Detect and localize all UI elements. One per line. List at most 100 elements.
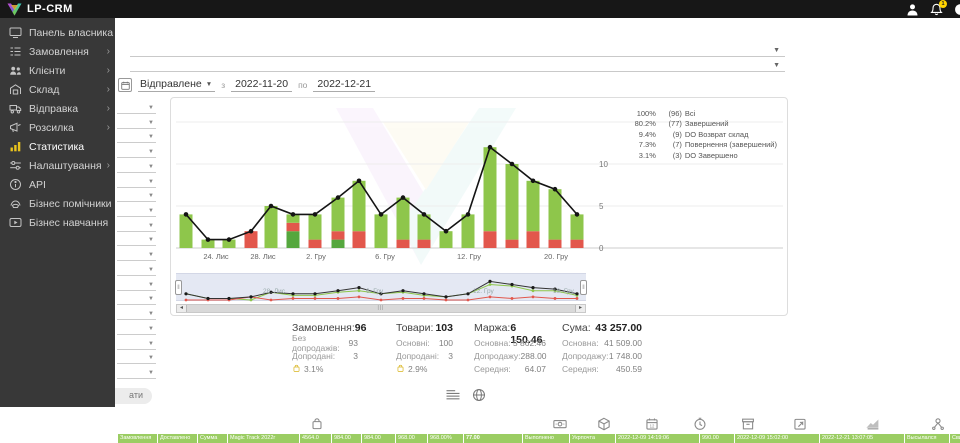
- sidebar-item-10[interactable]: Бізнес помічники: [0, 194, 115, 213]
- calendar-icon[interactable]: 12: [645, 417, 659, 431]
- sidebar-item-7[interactable]: Статистика: [0, 137, 115, 156]
- side-filter-select-17[interactable]: ▼: [117, 336, 156, 350]
- money-icon[interactable]: [553, 417, 567, 431]
- side-filter-select-8[interactable]: ▼: [117, 203, 156, 218]
- side-filter-select-16[interactable]: ▼: [117, 321, 156, 335]
- user-icon[interactable]: [906, 3, 919, 16]
- side-filter-select-5[interactable]: ▼: [117, 159, 156, 173]
- chevron-down-icon: ▼: [148, 369, 154, 376]
- sidebar-item-11[interactable]: Бізнес навчання: [0, 213, 115, 232]
- order-row-cell: 968.00%: [428, 434, 464, 443]
- range-handle-right[interactable]: ‖: [580, 280, 587, 295]
- sidebar-item-8[interactable]: Налаштування ›: [0, 156, 115, 175]
- orders-table-row[interactable]: Замовлення Доставлено Сумма Magic Track 202…: [118, 434, 960, 443]
- chevron-right-icon: ›: [106, 102, 110, 114]
- sidebar-item-label: Замовлення: [29, 45, 89, 58]
- notifications-bell-icon[interactable]: 1: [930, 0, 947, 16]
- sidebar-item-label: API: [29, 178, 46, 191]
- range-handle-left[interactable]: ‖: [175, 280, 182, 295]
- topbar-actions: 1: [906, 0, 960, 18]
- side-filter-select-6[interactable]: ▼: [117, 174, 156, 188]
- chevron-right-icon: ›: [106, 45, 110, 57]
- filter-select-1[interactable]: ▼: [130, 43, 785, 57]
- svg-text:10: 10: [599, 160, 608, 169]
- stat-sub-row: Допродані: 3: [396, 350, 453, 361]
- side-filter-select-9[interactable]: ▼: [117, 218, 156, 232]
- legend-row-1[interactable]: 100% (96) Всі: [636, 108, 696, 118]
- orders-status-chart[interactable]: 10 5 0 24. Лис 28. Лис 2. Гру 6. Гру 12. Гру 20.…: [171, 98, 788, 266]
- topbar: LP-CRM 1: [0, 0, 960, 18]
- legend-row-5[interactable]: 3.1% (3) DO Завершено: [638, 150, 738, 160]
- sidebar-item-6[interactable]: Розсилка ›: [0, 118, 115, 137]
- stat-column-4: Сума: 43 257.00 Основна: 41 509.00 Допродажу…: [562, 322, 642, 375]
- globe-icon[interactable]: [472, 388, 488, 402]
- calendar-button[interactable]: [118, 78, 132, 92]
- filter-select-2[interactable]: ▼: [130, 58, 785, 72]
- side-filter-select-18[interactable]: ▼: [117, 350, 156, 365]
- sidebar-item-label: Статистика: [29, 140, 85, 153]
- sidebar-item-3[interactable]: Клієнти ›: [0, 61, 115, 80]
- chevron-down-icon: ▼: [205, 80, 213, 88]
- calendar-out-icon[interactable]: [793, 417, 807, 431]
- area-chart-icon[interactable]: [866, 417, 880, 431]
- side-filter-select-10[interactable]: ▼: [117, 232, 156, 247]
- side-filter-select-13[interactable]: ▼: [117, 277, 156, 291]
- chevron-right-icon: ›: [106, 83, 110, 95]
- side-filter-select-1[interactable]: ▼: [117, 100, 156, 114]
- svg-text:6. Гру: 6. Гру: [375, 252, 395, 261]
- legend-row-4[interactable]: 7.3% (7) Повернення (завершений): [638, 140, 777, 150]
- chat-icon[interactable]: [954, 3, 960, 16]
- person-share-icon[interactable]: [931, 417, 945, 431]
- date-from-input[interactable]: 2022-11-20: [231, 78, 293, 92]
- stat-title: Товари: 103: [396, 322, 453, 334]
- brand-text: LP-CRM: [27, 3, 73, 15]
- legend-row-3[interactable]: 9.4% (9) DO Возврат склад: [638, 129, 749, 139]
- helpers-icon: [9, 197, 22, 210]
- chevron-down-icon: ▼: [148, 178, 154, 185]
- side-filter-select-3[interactable]: ▼: [117, 129, 156, 144]
- statistics-chart-card: 10 5 0 24. Лис 28. Лис 2. Гру 6. Гру 12. Гру 20.…: [170, 97, 788, 316]
- chart-scrollbar[interactable]: ◂ ||| ▸: [176, 304, 586, 313]
- stat-upsell-percent: 2.9%: [396, 362, 453, 375]
- stat-title: Маржа: 6 150.46: [474, 322, 543, 346]
- bag-icon[interactable]: [310, 417, 324, 431]
- chevron-down-icon: ▼: [148, 208, 154, 215]
- sidebar-item-label: Налаштування: [29, 159, 102, 172]
- order-row-cell: Выполнено: [523, 434, 570, 443]
- search-button[interactable]: ати: [104, 388, 152, 404]
- sidebar-item-2[interactable]: Замовлення ›: [0, 42, 115, 61]
- side-filter-select-11[interactable]: ▼: [117, 247, 156, 262]
- side-filter-select-4[interactable]: ▼: [117, 144, 156, 159]
- date-type-select[interactable]: Відправлене ▼: [138, 78, 216, 92]
- sidebar-item-5[interactable]: Відправка ›: [0, 99, 115, 118]
- list-report-icon[interactable]: [445, 388, 461, 402]
- chevron-down-icon: ▼: [148, 237, 154, 244]
- brand-logo[interactable]: LP-CRM: [0, 3, 73, 16]
- side-filter-select-19[interactable]: ▼: [117, 365, 156, 379]
- side-filter-select-2[interactable]: ▼: [117, 115, 156, 129]
- scroll-right-icon[interactable]: ▸: [578, 305, 582, 311]
- side-filter-select-12[interactable]: ▼: [117, 262, 156, 276]
- scroll-left-icon[interactable]: ◂: [179, 305, 183, 311]
- legend-row-2[interactable]: 80.2% (77) Завершений: [634, 119, 729, 129]
- sidebar-item-label: Розсилка: [29, 121, 74, 134]
- chart-range-navigator[interactable]: 28. Лис 6. Гру 12. Гру 19. Гру ‖ ‖: [175, 273, 587, 302]
- chevron-down-icon: ▼: [148, 355, 154, 362]
- sidebar-item-9[interactable]: API: [0, 175, 115, 194]
- side-filter-select-7[interactable]: ▼: [117, 188, 156, 203]
- chevron-right-icon: ›: [106, 159, 110, 171]
- scrollbar-thumb[interactable]: |||: [186, 305, 576, 312]
- date-to-input[interactable]: 2022-12-21: [313, 78, 376, 92]
- clock-icon[interactable]: [693, 417, 707, 431]
- sidebar-item-1[interactable]: Панель власника: [0, 23, 115, 42]
- order-row-cell: Укрпочта: [570, 434, 616, 443]
- sidebar-item-4[interactable]: Склад ›: [0, 80, 115, 99]
- api-icon: [9, 178, 22, 191]
- side-filter-select-14[interactable]: ▼: [117, 291, 156, 306]
- box-icon[interactable]: [741, 417, 755, 431]
- side-filter-select-15[interactable]: ▼: [117, 306, 156, 321]
- order-row-cell: 984.00: [362, 434, 396, 443]
- order-row-cell: 984.00: [332, 434, 362, 443]
- cube-icon[interactable]: [597, 417, 611, 431]
- chevron-down-icon: ▼: [773, 47, 780, 54]
